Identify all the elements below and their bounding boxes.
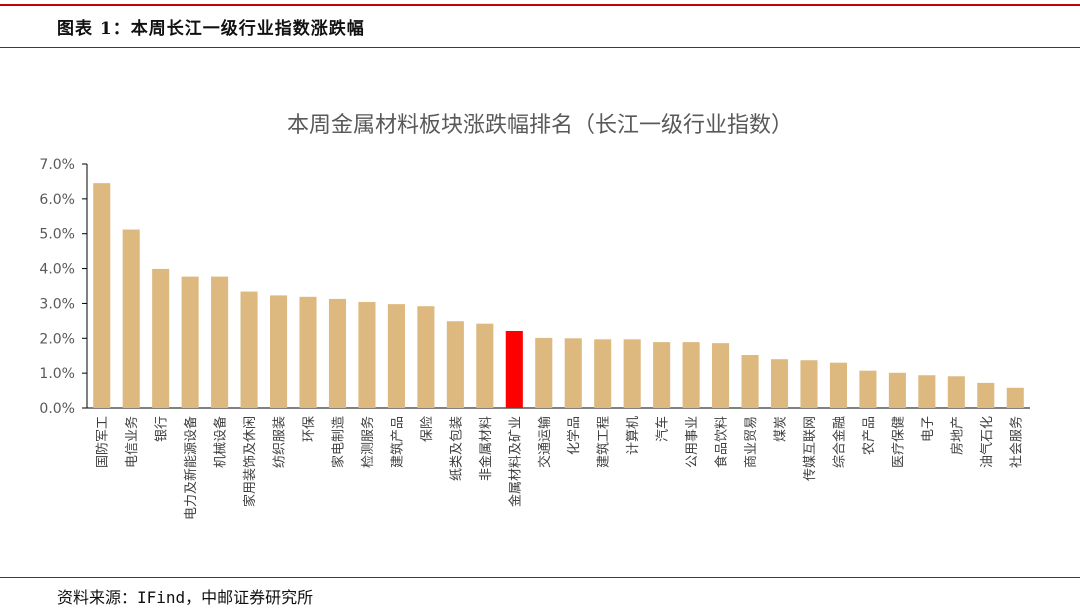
bar-31 <box>1006 387 1024 408</box>
x-tick-label: 公用事业 <box>685 416 700 468</box>
x-tick-label: 房地产 <box>949 416 965 455</box>
bar-5 <box>240 291 258 408</box>
top-accent-rule <box>0 4 1080 6</box>
y-tick-label: 6.0% <box>39 192 75 208</box>
bar-17 <box>594 339 612 408</box>
figure-title: 图表 1：本周长江一级行业指数涨跌幅 <box>57 19 365 39</box>
source-note: 资料来源：IFind，中邮证券研究所 <box>57 588 314 607</box>
x-tick-label: 汽车 <box>655 416 671 442</box>
x-tick-label: 社会服务 <box>1008 416 1024 468</box>
x-tick-label: 国防军工 <box>95 416 111 468</box>
y-tick-label: 3.0% <box>39 296 75 312</box>
y-tick-label: 1.0% <box>39 366 75 382</box>
bar-24 <box>800 360 818 408</box>
bar-0 <box>93 183 111 408</box>
x-tick-label: 银行 <box>155 416 170 442</box>
bar-4 <box>211 276 229 408</box>
x-tick-label: 家电制造 <box>330 416 346 468</box>
bar-18 <box>623 339 641 408</box>
x-tick-label: 综合金融 <box>831 416 847 468</box>
bar-chart: 本周金属材料板块涨跌幅排名（长江一级行业指数） 0.0% 1.0% 2.0% 3.0%… <box>39 113 1030 520</box>
x-tick-label: 电信业务 <box>124 416 140 468</box>
x-tick-label: 家用装饰及休闲 <box>242 416 258 507</box>
x-tick-label: 机械设备 <box>213 416 229 468</box>
bar-2 <box>152 268 170 408</box>
bar-25 <box>829 362 847 408</box>
bar-7 <box>299 296 317 408</box>
x-tick-label: 环保 <box>302 416 317 442</box>
x-tick-label: 建筑工程 <box>596 416 612 468</box>
x-axis-labels: 国防军工 电信业务 银行 电力及新能源设备 机械设备 家用装饰及休闲 纺织服装 环保 家电制造检… <box>95 416 1025 520</box>
y-tick-label: 5.0% <box>39 227 75 243</box>
x-tick-label: 商业贸易 <box>744 416 759 468</box>
x-tick-label: 保险 <box>420 416 435 442</box>
y-tick-label: 2.0% <box>39 331 75 347</box>
bar-29 <box>947 376 965 408</box>
bar-14 <box>505 330 523 408</box>
x-tick-label: 电力及新能源设备 <box>183 416 199 520</box>
bar-6 <box>270 295 288 408</box>
bar-30 <box>977 382 995 408</box>
bar-19 <box>653 342 671 408</box>
x-tick-label: 纸类及包装 <box>449 416 464 481</box>
x-tick-label: 检测服务 <box>360 416 376 468</box>
x-tick-label: 建筑产品 <box>389 416 405 468</box>
x-tick-label: 煤炭 <box>774 416 789 442</box>
x-tick-label: 农产品 <box>862 416 877 455</box>
x-tick-label: 医疗保健 <box>891 416 906 468</box>
bar-20 <box>682 342 700 408</box>
bar-12 <box>446 321 464 408</box>
bar-23 <box>770 359 789 408</box>
x-tick-label: 传媒互联网 <box>803 416 818 481</box>
bar-13 <box>476 323 494 408</box>
y-tick-label: 0.0% <box>39 401 75 417</box>
bar-21 <box>712 343 730 408</box>
chart-title: 本周金属材料板块涨跌幅排名（长江一级行业指数） <box>287 113 793 138</box>
bar-16 <box>564 338 582 408</box>
x-tick-label: 计算机 <box>626 416 641 455</box>
bar-8 <box>328 298 347 408</box>
footer-divider <box>0 577 1080 578</box>
y-tick-label: 4.0% <box>39 262 75 278</box>
bar-26 <box>859 370 877 408</box>
header-divider <box>0 47 1080 48</box>
x-tick-label: 交通运输 <box>537 416 553 468</box>
bar-9 <box>358 302 376 408</box>
bar-28 <box>918 375 936 408</box>
x-tick-label: 金属材料及矿业 <box>507 416 523 507</box>
x-tick-label: 非金属材料 <box>478 416 494 481</box>
y-tick-label: 7.0% <box>39 157 75 173</box>
bar-11 <box>417 306 435 408</box>
x-tick-label: 纺织服装 <box>273 416 288 468</box>
bar-15 <box>535 337 553 408</box>
x-tick-label: 油气石化 <box>979 416 995 468</box>
bar-27 <box>888 372 906 408</box>
x-tick-label: 化学品 <box>566 416 582 455</box>
bar-1 <box>122 229 140 408</box>
x-tick-label: 食品饮料 <box>714 416 730 468</box>
bar-3 <box>181 276 199 408</box>
bar-10 <box>387 304 405 408</box>
x-tick-label: 电子 <box>921 416 936 442</box>
bars <box>93 183 1024 408</box>
bar-22 <box>741 355 759 408</box>
